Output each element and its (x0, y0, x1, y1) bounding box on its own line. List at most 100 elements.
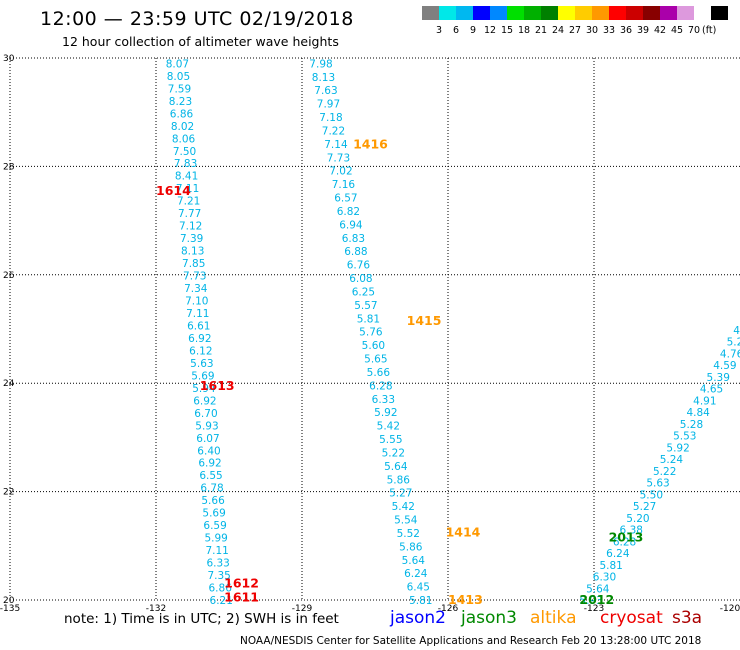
scale-swatch (626, 6, 643, 20)
wave-height-value: 5.69 (202, 508, 225, 520)
scale-label: 15 (501, 25, 514, 36)
legend-cryosat: cryosat (600, 608, 663, 628)
wave-height-value: 8.13 (312, 72, 335, 84)
wave-height-value: 5.94 (192, 383, 216, 395)
legend-jason3: jason3 (461, 608, 517, 628)
wave-height-value: 6.94 (339, 219, 363, 231)
wave-height-value: 6.30 (593, 572, 616, 584)
wave-height-value: 6.78 (200, 483, 223, 495)
lon-tick-label: -126 (438, 604, 459, 614)
wave-height-value: 5.54 (394, 515, 418, 527)
wave-height-value: 6.24 (404, 568, 428, 580)
scale-swatch (609, 6, 626, 20)
wave-height-value: 7.11 (176, 183, 199, 195)
credit-line: NOAA/NESDIS Center for Satellite Applica… (240, 635, 702, 647)
wave-height-value: 7.18 (319, 112, 342, 124)
wave-height-value: 5.55 (379, 434, 402, 446)
wave-height-value: 5.64 (384, 461, 408, 473)
wave-height-value: 7.98 (309, 58, 332, 70)
wave-height-value: 6.33 (206, 558, 229, 570)
wave-height-value: 6.76 (347, 260, 371, 272)
lon-tick-label: -123 (584, 604, 604, 614)
lat-tick-label: 26 (3, 271, 15, 281)
wave-height-value: 6.38 (620, 525, 643, 537)
scale-label: 42 (654, 25, 667, 36)
wave-height-value: 5.64 (402, 555, 426, 567)
wave-height-value: 5.60 (362, 340, 385, 352)
wave-height-value: 6.55 (199, 470, 222, 482)
wave-height-value: 7.10 (185, 296, 208, 308)
scale-label: (ft) (702, 25, 717, 36)
wave-height-value: 7.73 (183, 271, 206, 283)
wave-height-value: 6.33 (372, 394, 395, 406)
wave-height-value: 5.22 (382, 447, 405, 459)
lat-tick-label: 22 (3, 488, 14, 498)
pass-number-label: 1614 (156, 183, 191, 198)
lon-tick-label: -135 (0, 604, 20, 614)
pass-number-label: 1415 (407, 313, 442, 328)
scale-swatch (694, 6, 711, 20)
wave-height-value: 5.93 (195, 420, 218, 432)
wave-height-value: 6.70 (194, 408, 217, 420)
lon-tick-label: -129 (292, 604, 313, 614)
wave-height-value: 5.81 (357, 313, 380, 325)
wave-height-value: 5.42 (392, 501, 415, 513)
units-note: note: 1) Time is in UTC; 2) SWH is in fe… (64, 611, 339, 627)
wave-height-value: 4.8 (733, 325, 740, 337)
scale-swatch (660, 6, 677, 20)
wave-height-value: 5.92 (666, 442, 689, 454)
wave-height-value: 7.50 (173, 146, 196, 158)
pass-number-label: 2012 (579, 592, 614, 607)
graticule (9, 57, 740, 601)
pass-number-label: 1414 (446, 524, 481, 539)
scale-label: 33 (603, 25, 616, 36)
scale-label: 45 (671, 25, 684, 36)
satellite-tracks: 8.078.057.598.236.868.028.067.507.838.41… (166, 58, 740, 607)
pass-number-label: 1612 (224, 576, 259, 591)
wave-height-value: 7.35 (207, 570, 230, 582)
wave-height-value: 7.22 (322, 125, 345, 137)
scale-label: 30 (586, 25, 599, 36)
wave-height-value: 6.28 (613, 536, 636, 548)
wave-height-value: 5.65 (364, 354, 387, 366)
wave-height-value: 5.24 (660, 454, 684, 466)
wave-height-value: 5.28 (727, 337, 740, 349)
wave-height-value: 5.52 (397, 528, 420, 540)
wave-height-value: 8.02 (171, 121, 194, 133)
wave-height-value: 5.76 (359, 327, 383, 339)
wave-height-value: 8.13 (181, 246, 204, 258)
wave-height-value: 5.69 (191, 370, 214, 382)
wave-height-value: 7.85 (182, 258, 205, 270)
scale-swatch (643, 6, 660, 20)
wave-height-value: 6.92 (188, 333, 211, 345)
wave-height-value: 6.92 (193, 395, 216, 407)
scale-swatch (473, 6, 490, 20)
wave-height-value: 5.57 (354, 300, 377, 312)
wave-height-value: 6.86 (209, 583, 233, 595)
scale-swatch (558, 6, 575, 20)
wave-height-value: 4.76 (720, 348, 740, 360)
scale-label: 21 (535, 25, 548, 36)
wave-height-value: 8.41 (175, 171, 198, 183)
wave-height-value: 6.88 (344, 246, 367, 258)
scale-label: 18 (518, 25, 531, 36)
wave-height-value: 6.08 (349, 273, 372, 285)
legend-s3a: s3a (672, 608, 703, 628)
axis-tick-labels: -135 -132 -129 -126 -123 -120 30 28 26 24 22 20 (0, 54, 740, 614)
legend-jason2: jason2 (390, 608, 446, 628)
scale-swatch (541, 6, 558, 20)
wave-height-value: 5.53 (673, 431, 696, 443)
wave-height-value: 7.16 (332, 179, 356, 191)
scale-swatch (439, 6, 456, 20)
wave-height-value: 5.63 (646, 478, 669, 490)
wave-height-value: 8.07 (166, 58, 189, 70)
wave-height-value: 7.02 (329, 166, 352, 178)
wave-height-value: 6.45 (407, 582, 430, 594)
scale-label: 70 (688, 25, 701, 36)
wave-height-value: 6.82 (337, 206, 360, 218)
wave-height-value: 5.66 (201, 495, 225, 507)
wave-height-value: 5.93 (579, 595, 602, 607)
scale-label: 12 (484, 25, 497, 36)
wave-height-value: 6.59 (203, 520, 226, 532)
